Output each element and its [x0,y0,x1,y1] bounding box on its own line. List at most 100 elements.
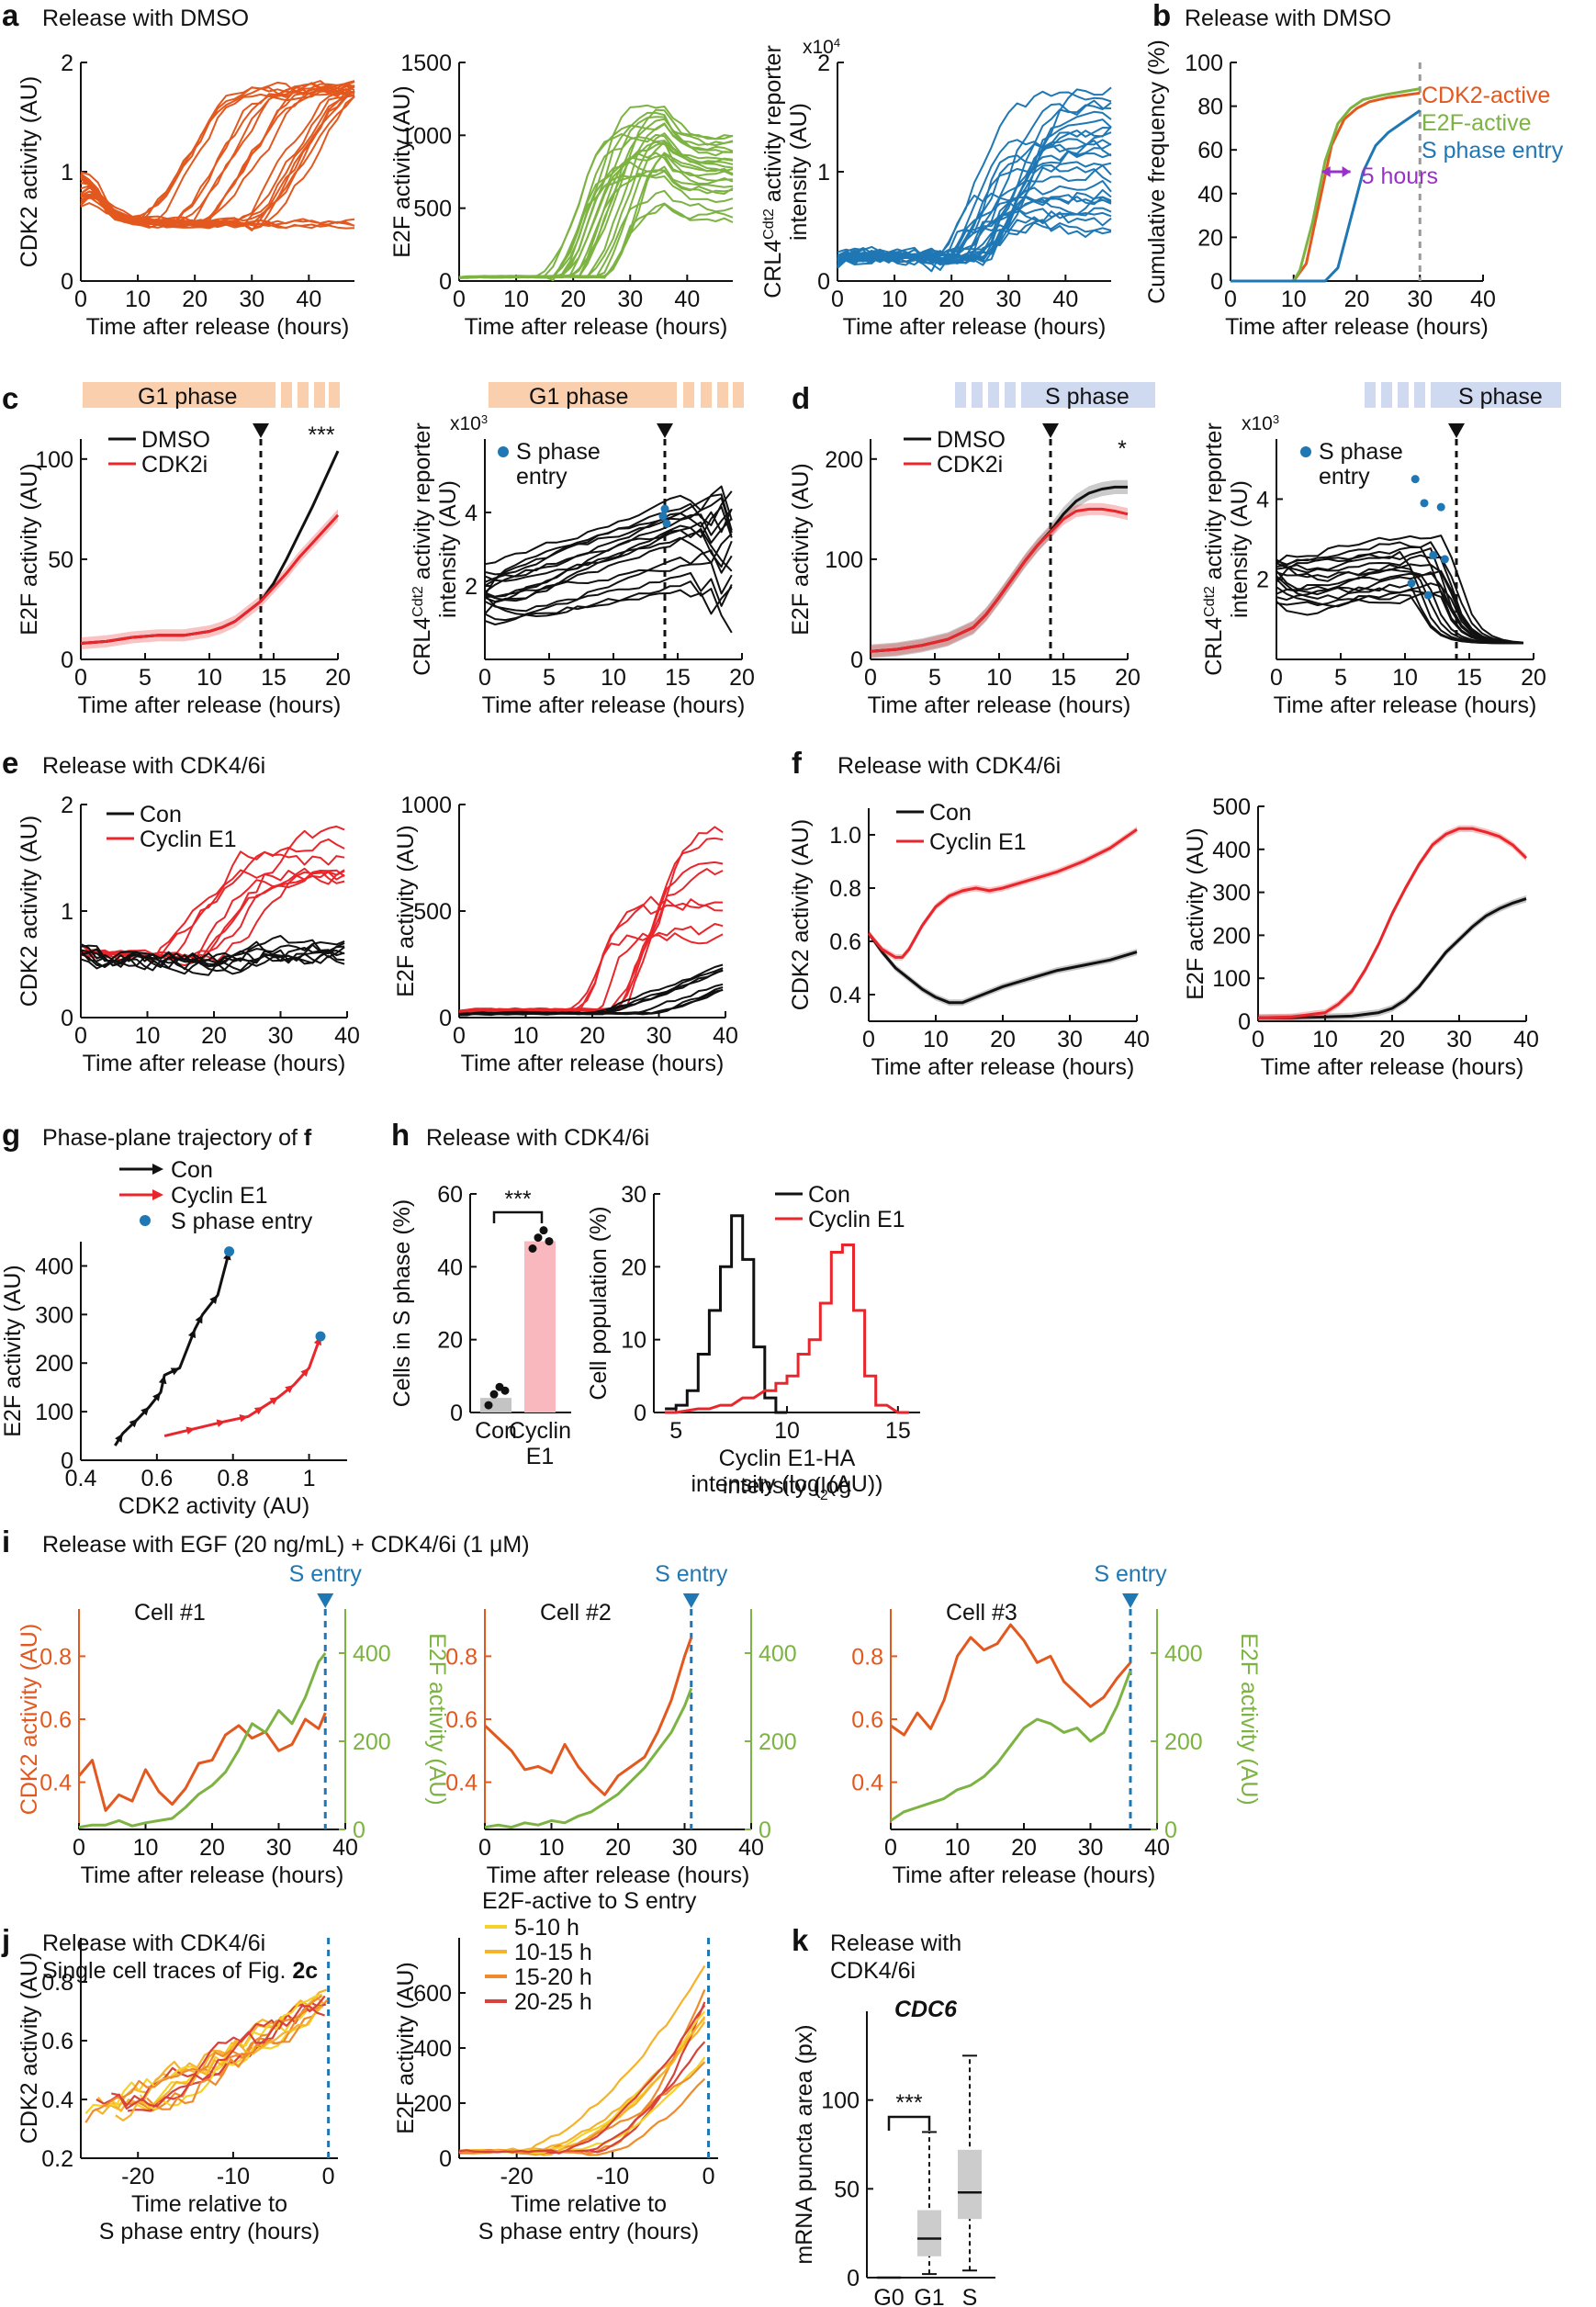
y-tick-label: 20 [437,1328,463,1354]
cumulative-curve [1231,109,1422,283]
label-part: Single cell traces of Fig. [42,1958,292,1984]
y-axis-label: CDK2 activity (AU) [17,1624,42,1815]
y-tick-label: 400 [1212,838,1251,863]
single-cell-trace [458,2004,706,2155]
marker-triangle [253,423,269,438]
trajectory-arrowhead [239,1414,249,1423]
x-tick-label: 20 [201,1023,227,1049]
con-trace [80,948,345,975]
marker-triangle [1448,423,1465,438]
panel-letter: f [792,746,803,780]
legend-entry: Con [171,1157,213,1183]
replicate-dot [534,1233,543,1243]
cdk2-trace [80,83,355,218]
x-axis-label: Cyclin E1-HA [719,1446,856,1471]
replicate-dot [545,1237,554,1246]
x-tick-label: 10 [945,1835,971,1861]
legend-entry: 20-25 h [514,1989,592,2015]
y-tick-label: 100 [35,1400,73,1425]
label-part: Phase-plane trajectory of [42,1125,304,1151]
trajectory-arrowhead [216,1419,226,1428]
x-tick-label: 0 [864,665,877,691]
label-part: CRL4 [760,240,786,298]
cell-label: Cell #1 [134,1600,206,1626]
y-tick-label: 2 [1256,568,1269,593]
x-tick-label: 10 [601,665,626,691]
legend-entry: DMSO [937,427,1006,453]
cdk2i-line [80,513,340,645]
e2f-trace [458,141,734,279]
y-tick-label: 4 [465,501,478,526]
single-cell-trace [1276,541,1523,644]
y-tick-label: 0.4 [829,983,861,1008]
trajectory-arrowhead [158,1375,167,1385]
s-entry-dot [1420,499,1429,508]
phase-bar-dash [972,382,983,408]
y-right-tick-label: 0 [353,1817,365,1843]
legend-arrowhead [152,1164,163,1175]
s-entry-triangle [317,1593,334,1608]
x-axis-label: Time after release (hours) [843,314,1107,340]
y-tick-label: 0.6 [851,1707,883,1733]
e2f-trace [78,1652,327,1829]
y-axis-label: E2F activity (AU) [393,1962,419,2134]
legend-entry: Cyclin E1 [808,1207,905,1232]
y-tick-label: 1000 [400,123,452,149]
axes-h1: 0 20 40 60 Cells in S phase (%) [389,1182,571,1426]
y-tick-label: 0 [1210,269,1223,295]
single-cell-trace [1276,546,1523,645]
significance-bracket [887,2115,931,2131]
error-band [869,929,1137,1007]
y-tick-label: 0 [61,269,73,295]
y-tick-label: 0 [61,1448,73,1474]
s-entry-dot [1411,475,1420,484]
crl4-trace [837,90,1112,268]
trajectory-arrowhead [185,1426,196,1435]
single-cell-trace [84,1993,323,2115]
x-tick-label: 15 [885,1418,911,1444]
legend-entry: E2F-active [1422,110,1531,136]
x-tick-label: 0 [453,287,466,312]
category-label-line2: E1 [526,1444,555,1469]
label-part: x10 [450,413,481,434]
x-tick-label: 0 [831,287,844,312]
crl4-trace [837,118,1112,266]
y-tick-label: 1.0 [829,823,861,849]
y-tick-label: 2 [817,51,830,76]
trajectory-arrowhead [152,1391,161,1401]
x-tick-label: 40 [674,287,700,312]
x-axis-label: Time after release (hours) [871,1054,1135,1080]
label-part: intensity (log [691,1471,820,1497]
x-tick-label: 40 [1124,1027,1150,1052]
cdk2-trace [80,81,355,226]
axes-e2: 0 10 20 30 40 0 500 1000 Time after release (hou… [393,793,738,1076]
trajectory-line [163,1335,322,1438]
panel-letter: b [1152,0,1171,32]
x-tick-label: 10 [774,1418,800,1444]
y-tick-label: 0 [439,269,452,295]
x-tick-label: 30 [1057,1027,1083,1052]
x-axis-label: Time after release (hours) [1274,692,1537,718]
y-tick-label: 60 [437,1182,463,1208]
y-tick-label: 1 [61,160,73,186]
phase-label: S phase [1045,384,1130,410]
y-tick-label: 1 [61,899,73,925]
y-tick-label: 0 [61,1006,73,1031]
panel-letter: e [2,746,18,780]
x-tick-label: 15 [1456,665,1482,691]
replicate-dot [489,1390,499,1399]
arrow-head [1321,166,1331,177]
y-tick-label: 100 [1212,966,1251,992]
y-axis-label: CDK2 activity (AU) [17,816,42,1007]
phase-bar-dash [1381,382,1392,408]
phase-bar-dash [1365,382,1376,408]
x-tick-label: 0 [478,1835,491,1861]
y-tick-label: 50 [48,547,73,573]
x-axis-label: CDK2 activity (AU) [118,1493,309,1519]
single-cell-trace [1276,575,1523,645]
y-multiplier: x103 [450,412,488,435]
y-tick-label: 100 [35,447,73,473]
x-tick-label: 30 [268,1023,294,1049]
x-axis-label-line2: S phase entry (hours) [99,2219,320,2245]
